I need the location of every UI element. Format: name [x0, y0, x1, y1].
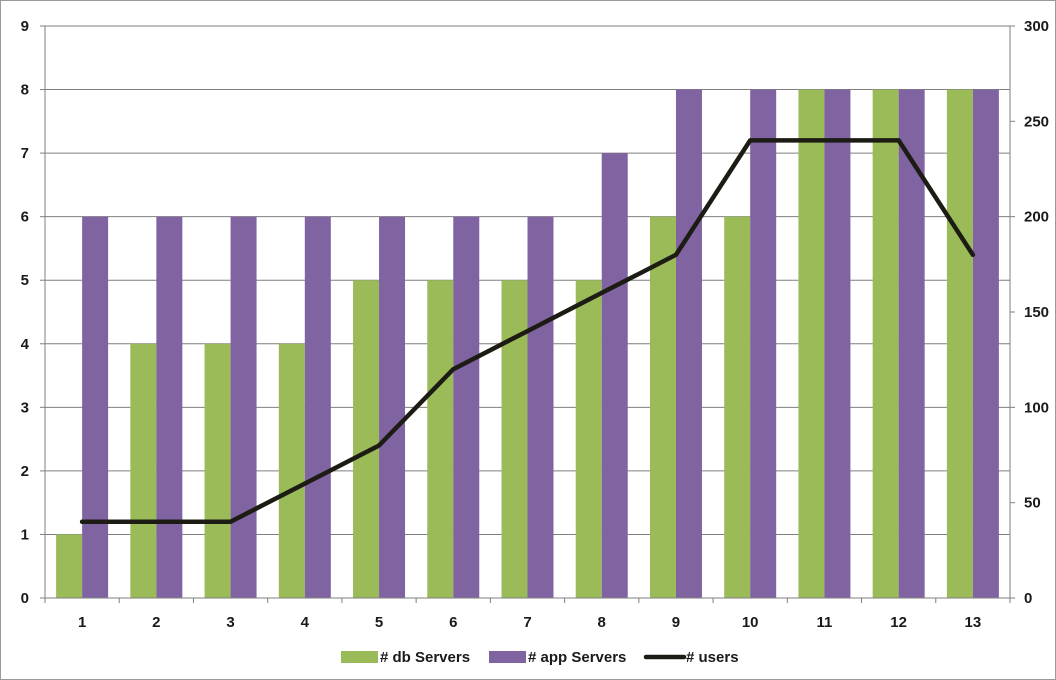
db-servers-bar [872, 89, 899, 599]
app-servers-bar [527, 216, 554, 598]
users-point [599, 290, 604, 295]
left-tick-label: 6 [21, 209, 29, 226]
users-point [525, 329, 530, 334]
db-servers-bar [501, 280, 528, 598]
db-servers-bar [353, 280, 380, 598]
db-servers-bar [427, 280, 454, 598]
db-servers-bar [204, 343, 231, 598]
x-tick-label: 6 [449, 614, 457, 631]
right-tick-label: 200 [1024, 209, 1049, 226]
db-servers-bar [575, 280, 602, 598]
left-tick-label: 1 [21, 526, 29, 543]
app-servers-bar [304, 216, 331, 598]
x-tick-label: 2 [152, 614, 160, 631]
right-tick-label: 50 [1024, 495, 1041, 512]
users-point [228, 519, 233, 524]
legend-app-servers-swatch [489, 651, 526, 663]
left-tick-label: 0 [21, 590, 29, 607]
legend-app-servers-label: # app Servers [528, 649, 626, 666]
legend-db-servers-label: # db Servers [380, 649, 470, 666]
users-point [154, 519, 159, 524]
app-servers-bar [898, 89, 925, 599]
users-point [451, 367, 456, 372]
legend-users-label: # users [686, 649, 739, 666]
left-tick-label: 5 [21, 272, 29, 289]
users-point [970, 252, 975, 257]
db-servers-bar [130, 343, 157, 598]
x-tick-label: 5 [375, 614, 383, 631]
app-servers-bar [601, 153, 628, 598]
db-servers-bar [649, 216, 676, 598]
legend-db-servers-swatch [341, 651, 378, 663]
x-tick-label: 4 [301, 614, 310, 631]
x-tick-label: 11 [816, 614, 832, 631]
left-tick-label: 2 [21, 463, 29, 480]
left-tick-label: 8 [21, 82, 29, 99]
users-point [822, 138, 827, 143]
users-point [748, 138, 753, 143]
x-tick-label: 13 [965, 614, 982, 631]
app-servers-bar [379, 216, 406, 598]
right-tick-label: 300 [1024, 18, 1049, 35]
x-tick-label: 1 [78, 614, 86, 631]
x-tick-label: 9 [672, 614, 680, 631]
x-tick-label: 8 [598, 614, 606, 631]
left-tick-label: 3 [21, 399, 29, 416]
left-tick-label: 7 [21, 145, 29, 162]
left-tick-label: 9 [21, 18, 29, 35]
db-servers-bar [56, 534, 83, 598]
db-servers-bar [798, 89, 825, 599]
x-tick-label: 12 [890, 614, 907, 631]
users-point [377, 443, 382, 448]
app-servers-bar [453, 216, 480, 598]
users-point [673, 252, 678, 257]
x-tick-label: 7 [523, 614, 531, 631]
x-tick-label: 3 [226, 614, 234, 631]
app-servers-bar [750, 89, 777, 599]
x-tick-label: 10 [742, 614, 759, 631]
app-servers-bar [972, 89, 999, 599]
left-tick-label: 4 [21, 336, 30, 353]
app-servers-bar [156, 216, 183, 598]
users-point [302, 481, 307, 486]
db-servers-bar [724, 216, 751, 598]
db-servers-bar [946, 89, 973, 599]
right-tick-label: 250 [1024, 113, 1049, 130]
users-point [80, 519, 85, 524]
right-tick-label: 150 [1024, 304, 1049, 321]
right-tick-label: 100 [1024, 399, 1049, 416]
app-servers-bar [230, 216, 257, 598]
users-point [896, 138, 901, 143]
right-tick-label: 0 [1024, 590, 1032, 607]
app-servers-bar [82, 216, 109, 598]
app-servers-bar [824, 89, 851, 599]
app-servers-bar [675, 89, 702, 599]
db-servers-bar [278, 343, 305, 598]
